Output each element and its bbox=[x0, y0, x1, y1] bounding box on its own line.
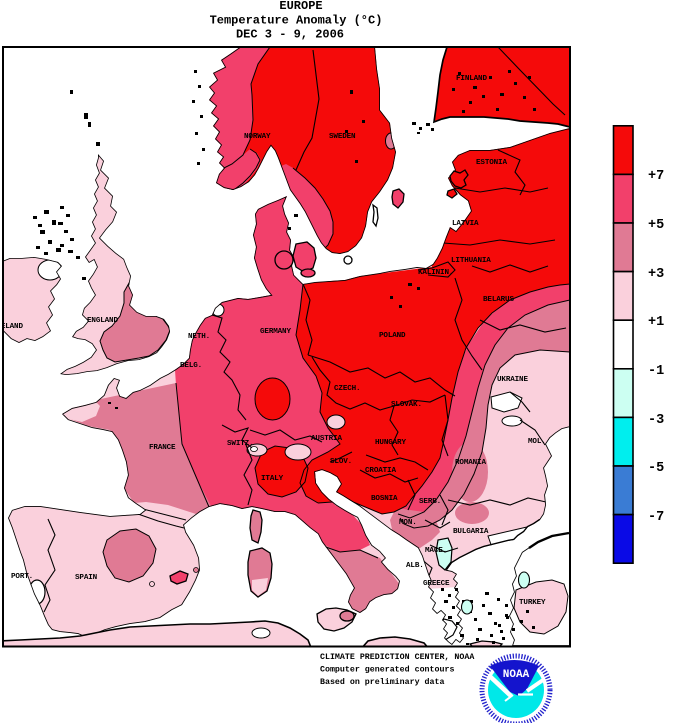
svg-text:UKRAINE: UKRAINE bbox=[497, 376, 528, 384]
svg-text:BULGARIA: BULGARIA bbox=[453, 528, 489, 536]
svg-text:AUSTRIA: AUSTRIA bbox=[311, 435, 342, 443]
svg-text:CLIMATE PREDICTION CENTER, NOA: CLIMATE PREDICTION CENTER, NOAA bbox=[320, 653, 474, 662]
svg-text:EUROPE: EUROPE bbox=[279, 0, 322, 13]
svg-text:DEC 3 - 9, 2006: DEC 3 - 9, 2006 bbox=[236, 28, 344, 42]
svg-text:ESTONIA: ESTONIA bbox=[476, 159, 507, 167]
svg-text:SPAIN: SPAIN bbox=[75, 574, 98, 582]
svg-text:ROMANIA: ROMANIA bbox=[455, 459, 486, 467]
svg-text:-1: -1 bbox=[648, 364, 664, 379]
svg-text:PORT.: PORT. bbox=[11, 573, 33, 581]
svg-text:SLOV.: SLOV. bbox=[330, 458, 352, 466]
svg-text:HUNGARY: HUNGARY bbox=[375, 439, 406, 447]
svg-text:Temperature Anomaly (°C): Temperature Anomaly (°C) bbox=[210, 14, 383, 28]
svg-text:MACE.: MACE. bbox=[425, 547, 447, 555]
svg-text:TURKEY: TURKEY bbox=[519, 599, 546, 607]
svg-text:SWITZ.: SWITZ. bbox=[227, 440, 253, 448]
svg-text:BOSNIA: BOSNIA bbox=[371, 495, 398, 503]
svg-text:Based on preliminary data: Based on preliminary data bbox=[320, 677, 444, 687]
svg-text:ENGLAND: ENGLAND bbox=[87, 317, 118, 325]
svg-text:+7: +7 bbox=[648, 169, 664, 184]
svg-text:-7: -7 bbox=[648, 510, 664, 525]
svg-text:KALININ.: KALININ. bbox=[418, 269, 453, 277]
svg-text:CZECH.: CZECH. bbox=[334, 385, 360, 393]
svg-text:FINLAND: FINLAND bbox=[456, 75, 487, 83]
svg-text:FRANCE: FRANCE bbox=[149, 444, 176, 452]
svg-text:GREECE: GREECE bbox=[423, 580, 450, 588]
svg-text:-5: -5 bbox=[648, 461, 664, 476]
svg-text:NOAA: NOAA bbox=[503, 669, 530, 681]
svg-text:Computer generated contours: Computer generated contours bbox=[320, 665, 454, 675]
svg-text:LITHUANIA: LITHUANIA bbox=[451, 257, 491, 265]
svg-text:SERB.: SERB. bbox=[419, 498, 441, 506]
svg-text:+1: +1 bbox=[648, 315, 664, 330]
svg-text:ALB.: ALB. bbox=[406, 562, 424, 570]
svg-text:LATVIA: LATVIA bbox=[452, 220, 479, 228]
svg-text:NETH.: NETH. bbox=[188, 333, 210, 341]
svg-text:MOL.: MOL. bbox=[528, 438, 546, 446]
svg-text:ITALY: ITALY bbox=[261, 475, 284, 483]
svg-text:CROATIA: CROATIA bbox=[365, 467, 396, 475]
svg-text:GERMANY: GERMANY bbox=[260, 328, 291, 336]
svg-text:NORWAY: NORWAY bbox=[244, 133, 271, 141]
svg-text:POLAND: POLAND bbox=[379, 332, 406, 340]
svg-text:-3: -3 bbox=[648, 413, 664, 428]
svg-text:BELG.: BELG. bbox=[180, 362, 202, 370]
svg-text:MON.: MON. bbox=[399, 519, 417, 527]
svg-text:IRELAND: IRELAND bbox=[0, 323, 23, 331]
svg-text:+3: +3 bbox=[648, 267, 664, 282]
svg-text:SLOVAK.: SLOVAK. bbox=[391, 401, 422, 409]
svg-text:BELARUS: BELARUS bbox=[483, 296, 514, 304]
svg-text:SWEDEN: SWEDEN bbox=[329, 133, 356, 141]
svg-text:+5: +5 bbox=[648, 218, 664, 233]
